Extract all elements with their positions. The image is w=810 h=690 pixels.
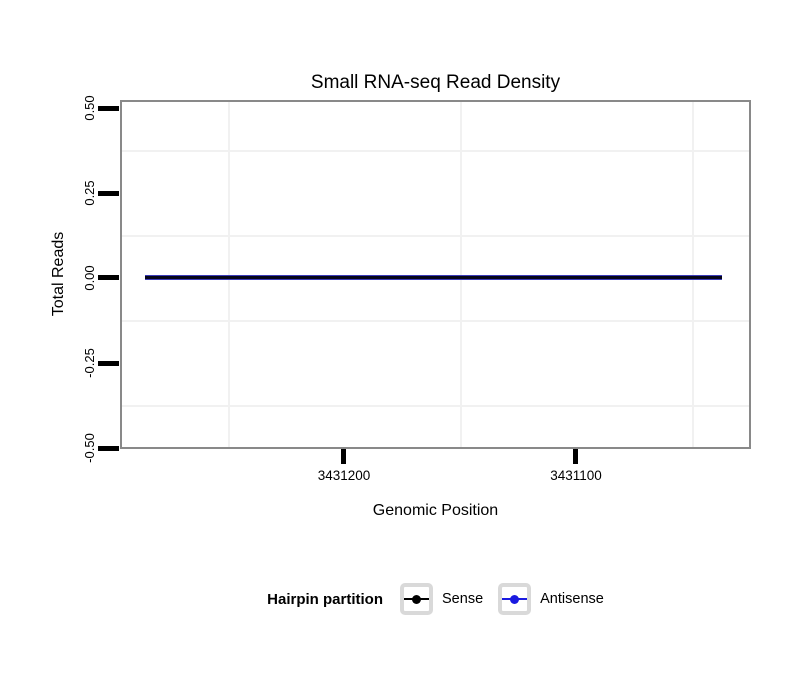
y-tick-label: -0.50	[82, 433, 97, 463]
minor-gridline-vertical	[228, 102, 230, 447]
legend-label-sense: Sense	[442, 591, 484, 607]
y-tick-label: -0.25	[82, 348, 97, 378]
minor-gridline-horizontal	[122, 235, 749, 237]
antisense-point-icon	[510, 594, 520, 604]
legend: Hairpin partition Sense Antisense	[120, 580, 751, 618]
x-axis-tick	[341, 449, 346, 464]
plot-panel	[120, 100, 751, 449]
minor-gridline-vertical	[460, 102, 462, 447]
minor-gridline-horizontal	[122, 405, 749, 407]
minor-gridline-horizontal	[122, 150, 749, 152]
y-tick-label: 0.50	[82, 95, 97, 121]
x-axis-title: Genomic Position	[372, 502, 499, 519]
y-axis-title: Total Reads	[50, 231, 67, 317]
y-axis-tick	[98, 275, 119, 280]
x-tick-label: 3431200	[317, 468, 371, 483]
y-tick-label: 0.00	[82, 265, 97, 291]
chart-title: Small RNA-seq Read Density	[310, 72, 561, 93]
legend-key-sense	[400, 583, 434, 615]
series-line-sense	[145, 276, 722, 279]
y-axis-tick	[98, 446, 119, 451]
legend-title: Hairpin partition	[267, 590, 384, 608]
legend-label-antisense: Antisense	[540, 591, 604, 607]
minor-gridline-vertical	[692, 102, 694, 447]
x-axis-tick	[573, 449, 578, 464]
y-axis-tick	[98, 361, 119, 366]
x-tick-label: 3431100	[550, 468, 602, 483]
y-axis-tick	[98, 191, 119, 196]
y-tick-label: 0.25	[82, 180, 97, 206]
legend-key-antisense	[498, 583, 532, 615]
minor-gridline-horizontal	[122, 320, 749, 322]
sense-point-icon	[412, 594, 422, 604]
y-axis-tick	[98, 106, 119, 111]
